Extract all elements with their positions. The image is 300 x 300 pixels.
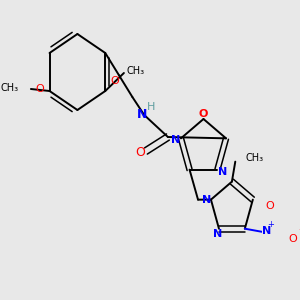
Text: O: O <box>289 234 298 244</box>
Text: N: N <box>171 135 181 145</box>
Text: +: + <box>268 220 274 229</box>
Text: N: N <box>262 226 272 236</box>
Text: O: O <box>199 109 208 119</box>
Text: N: N <box>218 167 227 177</box>
Text: O: O <box>110 76 119 86</box>
Text: CH₃: CH₃ <box>127 66 145 76</box>
Text: N: N <box>213 229 222 239</box>
Text: ⁻: ⁻ <box>298 228 300 238</box>
Text: H: H <box>147 102 155 112</box>
Text: N: N <box>137 109 148 122</box>
Text: CH₃: CH₃ <box>1 83 19 93</box>
Text: O: O <box>135 146 145 160</box>
Text: N: N <box>202 195 211 205</box>
Text: O: O <box>36 84 45 94</box>
Text: CH₃: CH₃ <box>245 153 264 163</box>
Text: O: O <box>266 201 274 211</box>
